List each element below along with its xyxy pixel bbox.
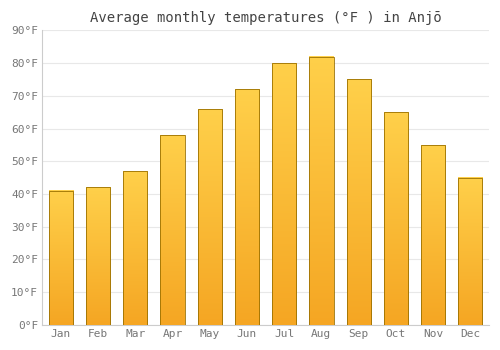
Bar <box>346 79 370 325</box>
Bar <box>86 187 110 325</box>
Bar <box>49 191 73 325</box>
Bar <box>160 135 184 325</box>
Bar <box>458 177 482 325</box>
Title: Average monthly temperatures (°F ) in Anjō: Average monthly temperatures (°F ) in An… <box>90 11 442 25</box>
Bar <box>384 112 408 325</box>
Bar <box>235 89 259 325</box>
Bar <box>421 145 445 325</box>
Bar <box>272 63 296 325</box>
Bar <box>310 57 334 325</box>
Bar <box>198 109 222 325</box>
Bar <box>123 171 148 325</box>
